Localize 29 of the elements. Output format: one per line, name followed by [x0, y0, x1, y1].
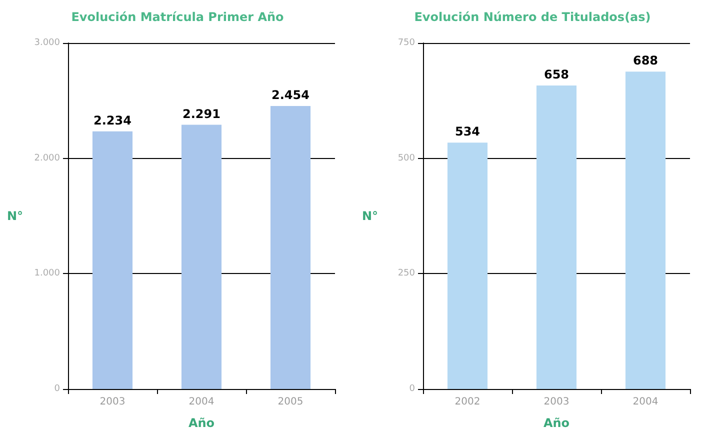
data-label: 658: [544, 67, 570, 82]
y-tick-label: 500: [398, 153, 416, 164]
y-tick-label: 0: [54, 384, 60, 394]
y-tick-label: 0: [409, 384, 416, 394]
y-tick-label: 3.000: [34, 38, 60, 48]
bar: [447, 142, 488, 389]
x-tick-label: 2003: [544, 396, 570, 408]
chart-title: Evolución Matrícula Primer Año: [71, 10, 284, 24]
chart-title: Evolución Número de Titulados(as): [414, 10, 651, 24]
y-axis-title: N°: [6, 209, 23, 223]
y-tick-label: 250: [398, 268, 416, 279]
data-label: 688: [632, 54, 658, 68]
x-tick-label: 2002: [454, 396, 480, 408]
y-tick-label: 2.000: [34, 153, 60, 164]
x-tick-label: 2005: [278, 396, 304, 408]
x-tick-label: 2004: [632, 396, 658, 408]
x-axis-title: Año: [543, 416, 570, 430]
x-tick-label: 2004: [188, 396, 214, 408]
x-axis-title: Año: [188, 416, 215, 430]
y-tick-label: 750: [398, 38, 416, 48]
data-label: 2.454: [272, 88, 310, 102]
bar: [536, 85, 577, 389]
y-tick-label: 1.000: [34, 268, 60, 279]
x-tick-label: 2003: [100, 396, 126, 408]
data-label: 2.291: [182, 106, 220, 121]
y-axis-title: N°: [362, 209, 378, 223]
bar: [625, 72, 666, 389]
data-label: 534: [454, 124, 480, 139]
data-label: 2.234: [94, 113, 132, 128]
